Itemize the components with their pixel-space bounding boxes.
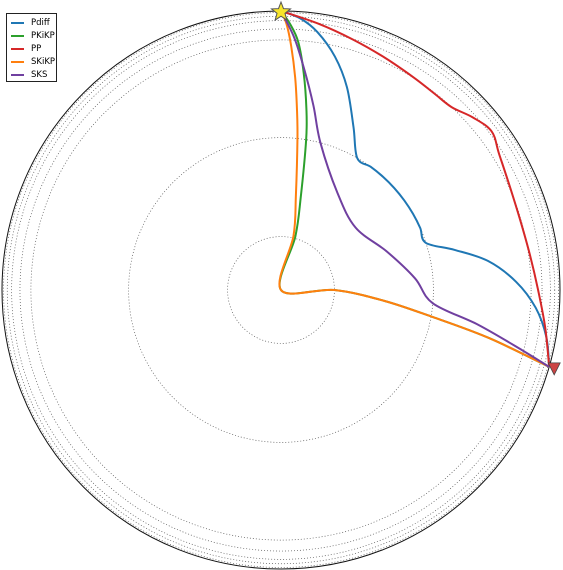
ray-path-sks (280, 10, 550, 368)
discontinuity-circle (128, 137, 434, 443)
ray-paths (278, 10, 551, 368)
ray-path-pkikp (278, 10, 550, 368)
legend-item-pkikp: PKiKP (11, 30, 55, 42)
ray-path-pp (280, 10, 551, 368)
discontinuity-circle (6, 15, 556, 565)
legend-label-sks: SKS (31, 70, 48, 80)
legend-label-pdiff: Pdiff (31, 18, 50, 28)
legend-item-pdiff: Pdiff (11, 17, 50, 29)
legend-item-skikp: SKiKP (11, 56, 55, 68)
legend-item-sks: SKS (11, 69, 47, 81)
receiver-triangle-marker (547, 362, 561, 376)
ray-path-pdiff (280, 10, 551, 367)
legend-label-pp: PP (31, 44, 42, 54)
source-star-marker (270, 0, 292, 22)
legend-item-pp: PP (11, 43, 41, 55)
legend-label-skikp: SKiKP (31, 57, 56, 67)
legend-label-pkikp: PKiKP (31, 31, 55, 41)
legend-swatch-pdiff (11, 22, 24, 24)
discontinuity-circle (11, 20, 551, 560)
discontinuity-circle (30, 39, 532, 541)
discontinuity-circle (19, 28, 543, 552)
discontinuity-circle (3, 12, 559, 568)
legend-swatch-sks (11, 74, 24, 76)
ray-path-skikp (278, 10, 550, 368)
legend: Pdiff PKiKP PP SKiKP SKS (6, 13, 57, 82)
legend-swatch-pkikp (11, 35, 24, 37)
legend-swatch-skikp (11, 61, 24, 63)
event-markers (270, 0, 561, 376)
legend-swatch-pp (11, 48, 24, 50)
